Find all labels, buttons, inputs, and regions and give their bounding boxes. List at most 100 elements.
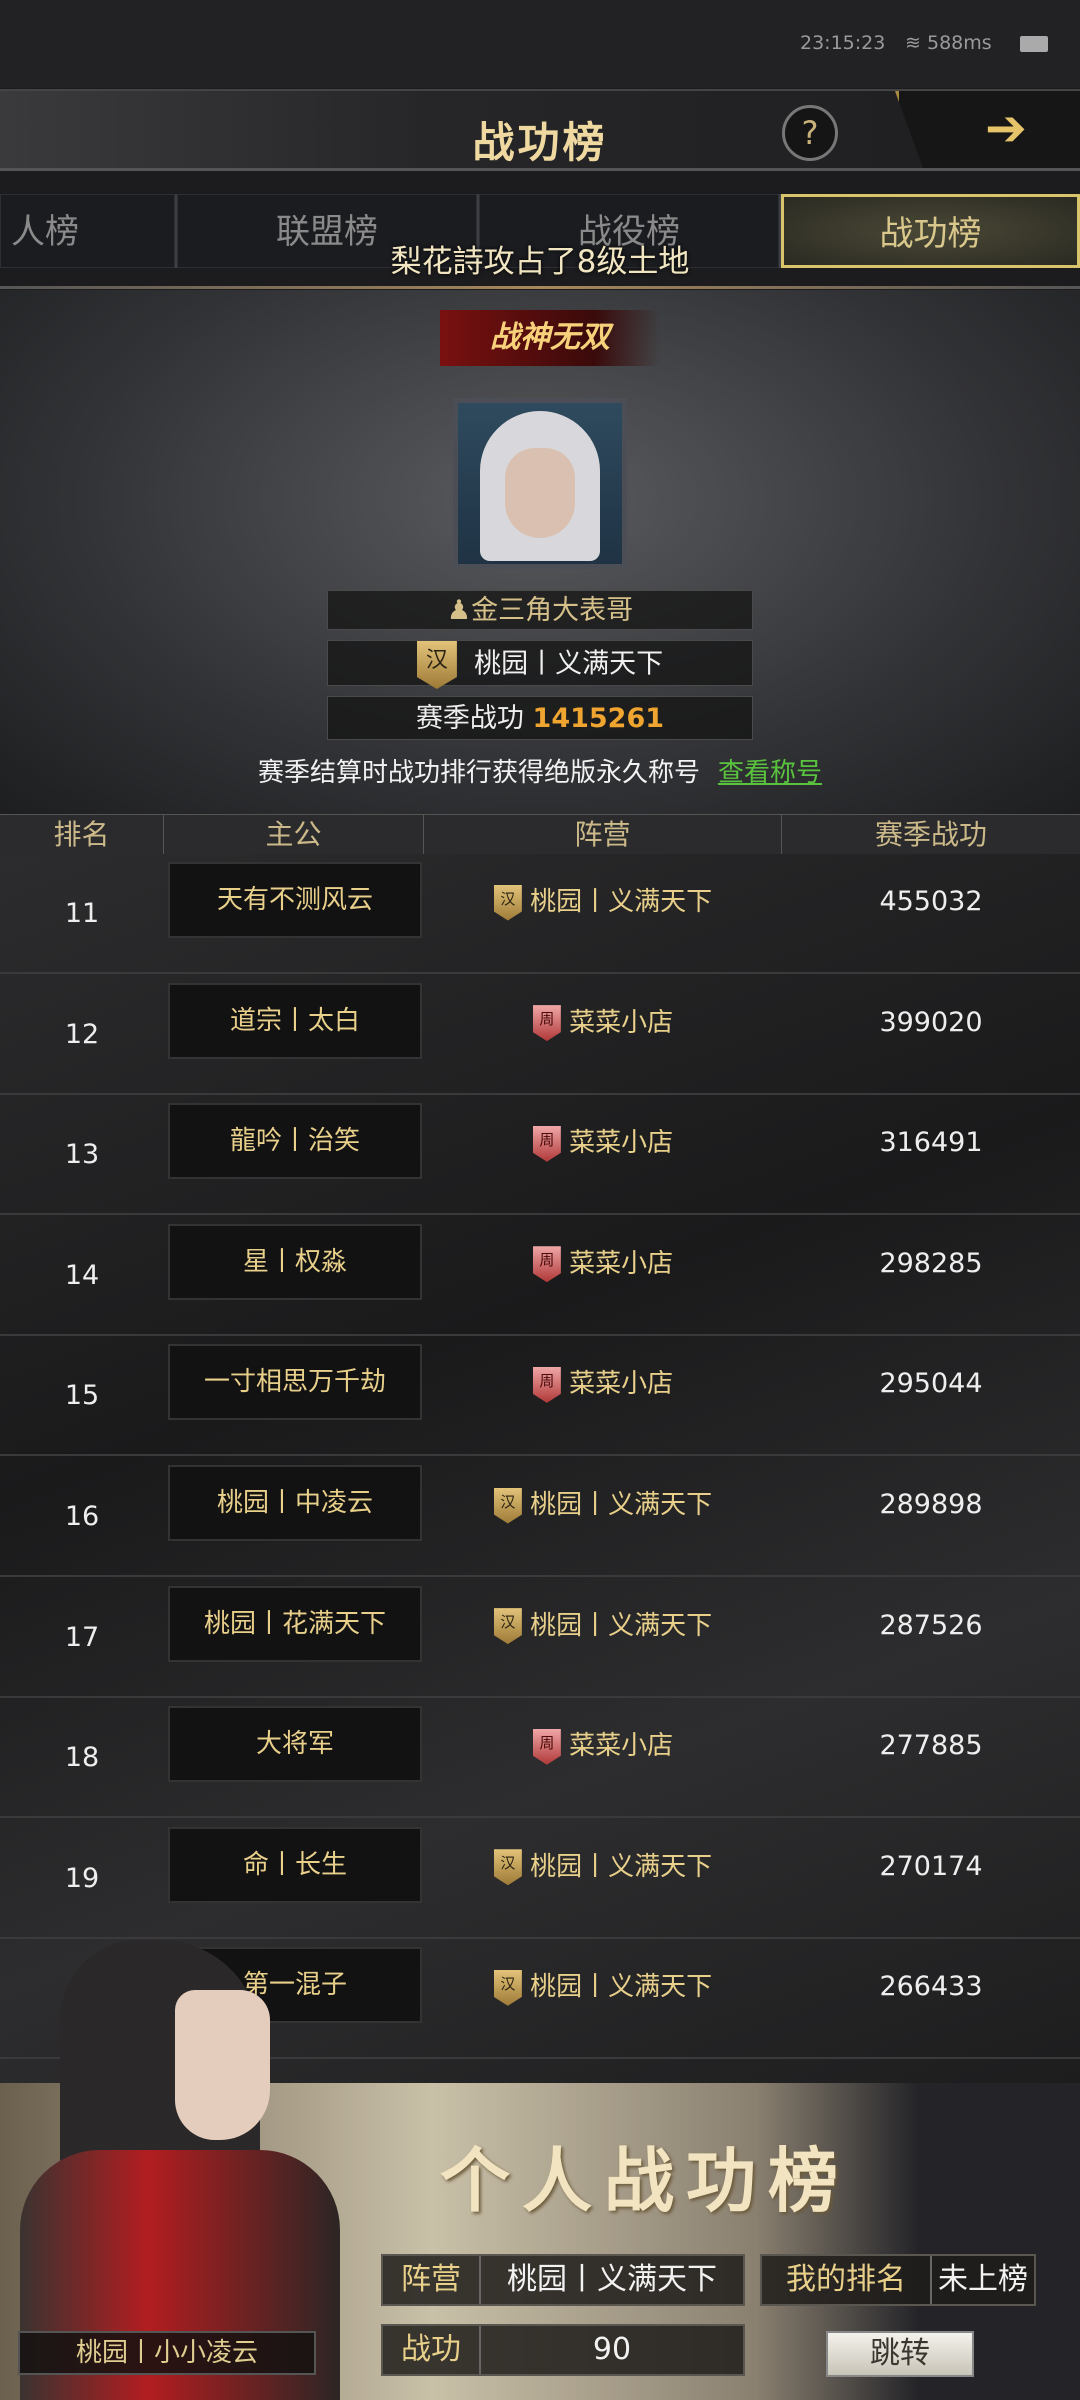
jump-button[interactable]: 跳转 — [826, 2331, 974, 2377]
tab-merit[interactable]: 战功榜 — [781, 194, 1080, 268]
zhou-badge-icon: 周 — [532, 1366, 561, 1403]
rank: 11 — [64, 898, 100, 929]
champion-name: 金三角大表哥 — [471, 595, 634, 626]
season-score: 298285 — [879, 1247, 983, 1279]
ranking-list[interactable]: 11 天有不测风云 汉 桃园丨义满天下 455032 12 道宗丨太白 周 菜菜小… — [0, 854, 1080, 2083]
header: 战功榜 ? ➔ — [0, 89, 1080, 171]
arrow-right-icon[interactable]: ➔ — [985, 99, 1027, 157]
rank: 17 — [64, 1621, 100, 1653]
help-button[interactable]: ? — [782, 105, 838, 161]
camp: 汉 桃园丨义满天下 — [424, 1939, 782, 2035]
lord-name[interactable]: 道宗丨太白 — [168, 982, 422, 1059]
champion-score-box: 赛季战功 1415261 — [327, 696, 753, 740]
season-score: 316491 — [879, 1127, 983, 1159]
status-bar: 23:15:23 ≋ 588ms — [0, 0, 1080, 88]
header-camp: 阵营 — [424, 815, 782, 855]
camp-name: 菜菜小店 — [569, 1128, 674, 1159]
camp: 周 菜菜小店 — [424, 975, 782, 1071]
rank: 13 — [64, 1139, 100, 1171]
wifi-signal-icon: ≋ — [905, 32, 921, 54]
lord-name[interactable]: 命丨长生 — [168, 1826, 422, 1903]
camp: 汉 桃园丨义满天下 — [424, 1819, 782, 1915]
camp-name: 菜菜小店 — [569, 1007, 674, 1038]
lord-name[interactable]: 天有不测风云 — [168, 862, 422, 938]
personal-title: 个人战功榜 — [440, 2140, 850, 2222]
my-rank-cell: 我的排名 未上榜 — [760, 2254, 1036, 2306]
camp-name: 桃园丨义满天下 — [530, 1972, 713, 2003]
table-row[interactable]: 19 命丨长生 汉 桃园丨义满天下 270174 — [0, 1819, 1080, 1939]
han-badge-icon: 汉 — [493, 884, 522, 921]
my-score-cell: 战功 90 — [381, 2324, 745, 2376]
lord-name[interactable]: 一寸相思万千劫 — [168, 1344, 422, 1421]
my-camp-cell: 阵营 桃园丨义满天下 — [381, 2254, 745, 2306]
camp-name: 菜菜小店 — [569, 1248, 674, 1279]
champion-faction-box: 汉 桃园丨义满天下 — [327, 640, 753, 689]
rank: 18 — [64, 1742, 100, 1774]
my-camp: 桃园丨义满天下 — [507, 2262, 717, 2297]
score-label: 战功 — [383, 2326, 481, 2374]
rank-label: 我的排名 — [762, 2256, 932, 2304]
table-row[interactable]: 14 星丨权淼 周 菜菜小店 298285 — [0, 1216, 1080, 1336]
han-badge-icon: 汉 — [416, 641, 457, 689]
crown-icon: ♟ — [446, 595, 472, 626]
table-row[interactable]: 18 大将军 周 菜菜小店 277885 — [0, 1698, 1080, 1819]
page-title: 战功榜 — [472, 118, 608, 167]
note-text: 赛季结算时战功排行获得绝版永久称号 — [257, 758, 700, 788]
battery-icon — [1020, 36, 1048, 52]
player-name: 桃园丨小小凌云 — [18, 2331, 316, 2375]
camp: 周 菜菜小店 — [424, 1698, 782, 1794]
camp-name: 桃园丨义满天下 — [530, 1851, 713, 1882]
lord-name[interactable]: 龍吟丨治笑 — [168, 1103, 422, 1180]
zhou-badge-icon: 周 — [532, 1246, 561, 1283]
rank: 19 — [64, 1862, 100, 1894]
season-score: 270174 — [879, 1850, 983, 1882]
ticker-message: 梨花詩攻占了8级土地 — [390, 244, 690, 280]
back-button[interactable] — [895, 91, 1080, 168]
table-row[interactable]: 11 天有不测风云 汉 桃园丨义满天下 455032 — [0, 854, 1080, 974]
lord-name[interactable]: 桃园丨中凌云 — [168, 1465, 422, 1541]
season-score: 289898 — [879, 1489, 983, 1520]
champion-avatar[interactable] — [453, 398, 627, 569]
clock: 23:15:23 — [800, 32, 886, 54]
table-row[interactable]: 13 龍吟丨治笑 周 菜菜小店 316491 — [0, 1095, 1080, 1216]
hero-portrait — [0, 1920, 360, 2400]
season-score: 399020 — [879, 1006, 983, 1038]
camp: 汉 桃园丨义满天下 — [424, 854, 782, 950]
rank: 16 — [64, 1501, 100, 1532]
camp-name: 桃园丨义满天下 — [530, 1610, 713, 1641]
rank: 14 — [64, 1259, 100, 1291]
camp-label: 阵营 — [383, 2256, 481, 2304]
han-badge-icon: 汉 — [493, 1487, 522, 1524]
table-row[interactable]: 17 桃园丨花满天下 汉 桃园丨义满天下 287526 — [0, 1578, 1080, 1698]
tab-alliance[interactable]: 联盟榜 — [177, 194, 477, 268]
han-badge-icon: 汉 — [493, 1969, 522, 2006]
lord-name[interactable]: 桃园丨花满天下 — [168, 1585, 422, 1662]
table-row[interactable]: 12 道宗丨太白 周 菜菜小店 399020 — [0, 975, 1080, 1095]
champion-name-box: ♟金三角大表哥 — [327, 590, 753, 630]
header-score: 赛季战功 — [874, 818, 987, 851]
header-lord: 主公 — [164, 815, 424, 855]
rank: 15 — [64, 1380, 100, 1412]
view-titles-link[interactable]: 查看称号 — [718, 758, 823, 788]
table-row[interactable]: 15 一寸相思万千劫 周 菜菜小店 295044 — [0, 1336, 1080, 1457]
rank: 12 — [64, 1018, 100, 1050]
lord-name[interactable]: 星丨权淼 — [168, 1223, 422, 1300]
table-row[interactable]: 16 桃园丨中凌云 汉 桃园丨义满天下 289898 — [0, 1457, 1080, 1577]
latency: 588ms — [927, 32, 992, 54]
season-score: 455032 — [879, 886, 983, 917]
my-score: 90 — [592, 2332, 632, 2367]
lord-name[interactable]: 大将军 — [168, 1706, 422, 1783]
tab-bar: 人榜 联盟榜 战役榜 战功榜 — [0, 194, 1080, 268]
my-rank: 未上榜 — [938, 2262, 1028, 2297]
han-badge-icon: 汉 — [493, 1849, 522, 1886]
divider — [0, 286, 1080, 289]
tab-campaign[interactable]: 战役榜 — [479, 194, 779, 268]
camp: 周 菜菜小店 — [424, 1095, 782, 1191]
camp: 汉 桃园丨义满天下 — [424, 1578, 782, 1674]
zhou-badge-icon: 周 — [532, 1125, 561, 1162]
season-score: 277885 — [879, 1730, 983, 1762]
season-score: 295044 — [879, 1368, 983, 1400]
season-note: 赛季结算时战功排行获得绝版永久称号 查看称号 — [0, 752, 1080, 789]
champion-banner: 战神无双 — [440, 310, 660, 366]
tab-personal[interactable]: 人榜 — [0, 194, 175, 268]
